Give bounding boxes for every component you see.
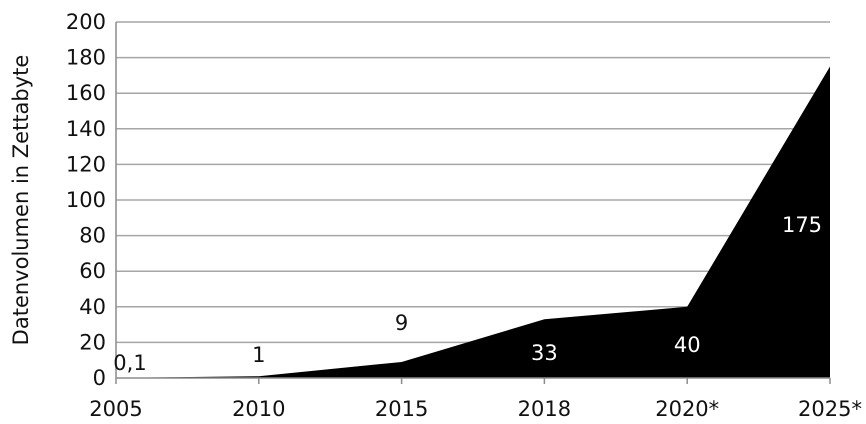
- x-tick-label: 2018: [518, 397, 571, 421]
- x-tick-label: 2005: [89, 397, 142, 421]
- y-tick-label: 20: [79, 330, 106, 354]
- data-label-2005: 0,1: [113, 351, 146, 375]
- gridlines: [116, 21, 830, 344]
- y-tick-label: 40: [79, 295, 106, 319]
- data-label-2015: 9: [395, 311, 408, 335]
- y-tick-label: 0: [93, 366, 106, 390]
- y-tick-label: 160: [66, 81, 106, 105]
- area-fill: [116, 66, 830, 378]
- y-tick-label: 120: [66, 152, 106, 176]
- data-label-2018: 33: [531, 341, 558, 365]
- y-tick-label: 100: [66, 188, 106, 212]
- x-tick-label: 2020*: [655, 397, 719, 421]
- data-label-2020*: 40: [674, 333, 701, 357]
- area-series: [115, 66, 831, 378]
- data-label-2025*: 175: [782, 213, 822, 237]
- y-tick-label: 200: [66, 10, 106, 34]
- x-tick-label: 2010: [232, 397, 285, 421]
- x-tick-label: 2025*: [798, 397, 862, 421]
- data-labels: 0,1 1 9 33 40 175: [113, 213, 822, 375]
- y-tick-label: 60: [79, 259, 106, 283]
- y-tick-label: 140: [66, 117, 106, 141]
- data-label-2010: 1: [252, 343, 265, 367]
- x-tick-label: 2015: [375, 397, 428, 421]
- y-tick-label: 80: [79, 224, 106, 248]
- y-axis-title: Datenvolumen in Zettabyte: [9, 55, 33, 346]
- y-tick-label: 180: [66, 46, 106, 70]
